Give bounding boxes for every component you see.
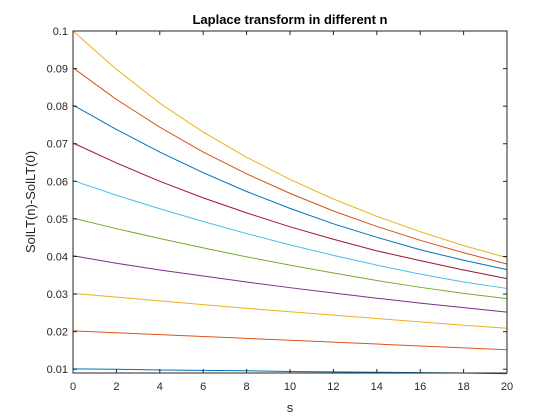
x-axis-label: s <box>287 400 294 415</box>
y-tick-label: 0.07 <box>47 139 68 151</box>
x-tick-label: 0 <box>70 381 76 393</box>
x-tick-label: 20 <box>501 381 513 393</box>
x-tick-label: 18 <box>457 381 469 393</box>
y-tick-label: 0.08 <box>47 101 68 113</box>
y-tick-label: 0.04 <box>47 251 68 263</box>
y-tick-label: 0.02 <box>47 327 68 339</box>
x-tick-label: 4 <box>157 381 163 393</box>
x-tick-label: 10 <box>284 381 296 393</box>
y-tick-label: 0.01 <box>47 364 68 376</box>
y-tick-label: 0.05 <box>47 214 68 226</box>
y-axis-label: SolLT(n)-SolLT(0) <box>23 151 38 253</box>
y-tick-label: 0.03 <box>47 289 68 301</box>
x-tick-label: 12 <box>327 381 339 393</box>
y-tick-label: 0.06 <box>47 176 68 188</box>
y-tick-label: 0.1 <box>53 26 68 38</box>
x-tick-label: 16 <box>414 381 426 393</box>
x-tick-label: 8 <box>244 381 250 393</box>
x-tick-label: 14 <box>371 381 383 393</box>
y-tick-label: 0.09 <box>47 64 68 76</box>
x-tick-label: 2 <box>113 381 119 393</box>
chart-title: Laplace transform in different n <box>192 12 387 27</box>
x-tick-label: 6 <box>200 381 206 393</box>
